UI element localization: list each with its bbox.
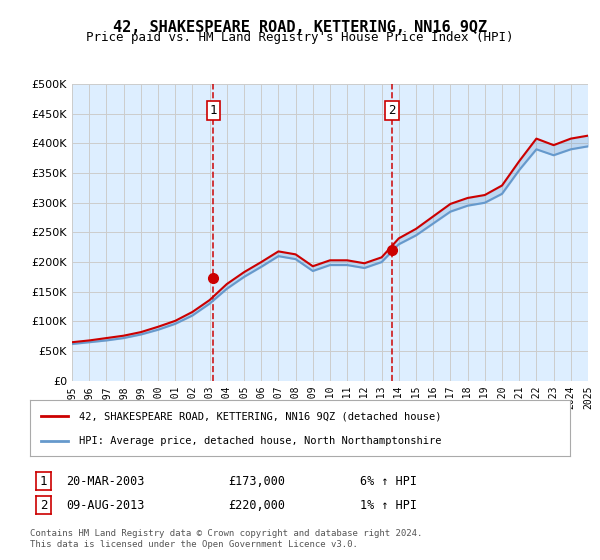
Text: 20-MAR-2003: 20-MAR-2003: [66, 474, 145, 488]
Text: 2: 2: [40, 498, 47, 512]
Text: 2: 2: [388, 104, 396, 117]
Text: 6% ↑ HPI: 6% ↑ HPI: [360, 474, 417, 488]
Text: Price paid vs. HM Land Registry's House Price Index (HPI): Price paid vs. HM Land Registry's House …: [86, 31, 514, 44]
Text: 09-AUG-2013: 09-AUG-2013: [66, 498, 145, 512]
Text: 1: 1: [209, 104, 217, 117]
Text: £220,000: £220,000: [228, 498, 285, 512]
Text: 42, SHAKESPEARE ROAD, KETTERING, NN16 9QZ: 42, SHAKESPEARE ROAD, KETTERING, NN16 9Q…: [113, 20, 487, 35]
Text: £173,000: £173,000: [228, 474, 285, 488]
Text: Contains HM Land Registry data © Crown copyright and database right 2024.
This d: Contains HM Land Registry data © Crown c…: [30, 529, 422, 549]
Text: 42, SHAKESPEARE ROAD, KETTERING, NN16 9QZ (detached house): 42, SHAKESPEARE ROAD, KETTERING, NN16 9Q…: [79, 411, 441, 421]
Text: HPI: Average price, detached house, North Northamptonshire: HPI: Average price, detached house, Nort…: [79, 436, 441, 446]
Text: 1: 1: [40, 474, 47, 488]
Text: 1% ↑ HPI: 1% ↑ HPI: [360, 498, 417, 512]
